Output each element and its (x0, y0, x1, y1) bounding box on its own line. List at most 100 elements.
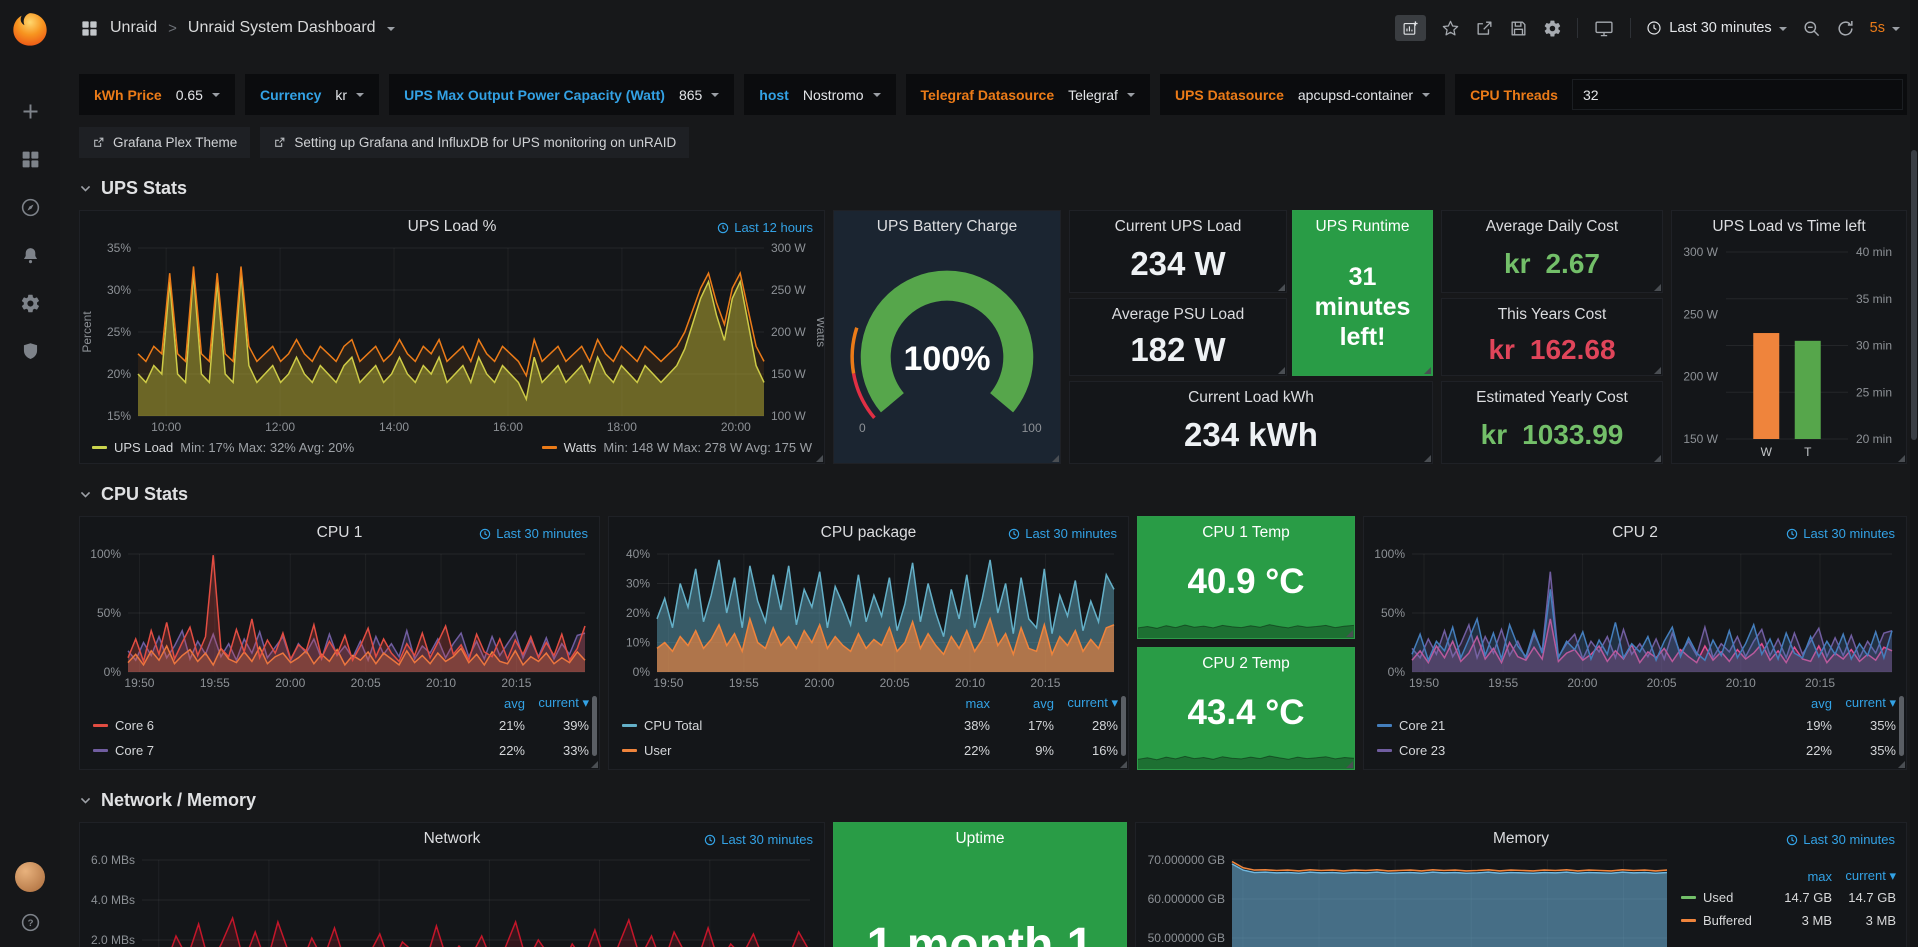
variable-kwh-price[interactable]: kWh Price 0.65 (79, 74, 235, 115)
cpu-package-chart[interactable]: 19:50 19:55 20:00 20:05 20:10 20:15 40% 30% 20% 1… (609, 548, 1128, 692)
legend-row[interactable]: Core 23 22% 35% (1377, 738, 1896, 763)
grafana-logo-icon[interactable] (10, 9, 50, 49)
legend-row[interactable]: Core 6 21% 39% (93, 713, 589, 738)
section-header-ups-stats[interactable]: UPS Stats (79, 175, 1907, 201)
panel-title[interactable]: Uptime (955, 830, 1005, 847)
variable-host[interactable]: host Nostromo (744, 74, 896, 115)
panel-title[interactable]: UPS Battery Charge (876, 218, 1018, 235)
legend-series-value: 16% (1091, 743, 1118, 758)
svg-text:20:05: 20:05 (351, 676, 381, 690)
save-button[interactable] (1509, 19, 1528, 38)
panel-time-range[interactable]: Last 30 minutes (1786, 832, 1895, 847)
legend-row[interactable]: Buffered 3 MB 3 MB (1681, 909, 1896, 932)
breadcrumb-dashboard[interactable]: Unraid System Dashboard (187, 19, 376, 36)
user-avatar[interactable] (15, 862, 45, 892)
apps-grid-icon[interactable] (80, 19, 99, 38)
panel-title[interactable]: Average Daily Cost (1485, 218, 1619, 235)
legend-series-name: Core 23 (1399, 743, 1446, 758)
legend-row[interactable]: CPU Total 38% 17% 28% (622, 713, 1118, 738)
section-header-cpu-stats[interactable]: CPU Stats (79, 481, 1907, 507)
add-panel-button[interactable] (1395, 15, 1427, 41)
legend-scrollbar[interactable] (592, 696, 597, 756)
cycle-view-monitor-button[interactable] (1593, 19, 1615, 38)
panel-title[interactable]: UPS Runtime (1315, 218, 1410, 235)
dashboard-settings-button[interactable] (1543, 19, 1562, 38)
memory-chart[interactable]: 19:5019:5520:0020:0520:1020:1570.000000 … (1136, 854, 1681, 947)
legend-scrollbar[interactable] (1121, 696, 1126, 756)
panel-title[interactable]: Current Load kWh (1188, 389, 1314, 406)
explore-compass-icon[interactable] (20, 197, 41, 218)
cpu1-chart[interactable]: 19:50 19:55 20:00 20:05 20:10 20:15 100% 50% 0% (80, 548, 599, 692)
panel-title[interactable]: Current UPS Load (1114, 218, 1242, 235)
legend-header: avg current ▾ (1377, 693, 1896, 713)
legend-row[interactable]: Core 7 22% 33% (93, 738, 589, 763)
cpu-package-legend: max avg current ▾ CPU Total 38% 17% 28% User 22%… (609, 692, 1128, 769)
legend-sort-avg[interactable]: avg (1811, 695, 1832, 711)
panel-title[interactable]: UPS Load % (407, 218, 497, 235)
panel-title[interactable]: CPU 2 (1612, 524, 1658, 541)
legend-item-ups-load[interactable]: UPS Load Min: 17% Max: 32% Avg: 20% (92, 440, 354, 455)
panel-title[interactable]: Average PSU Load (1111, 306, 1245, 323)
variable-value: 0.65 (176, 87, 220, 103)
legend-row[interactable]: User 22% 9% 16% (622, 738, 1118, 763)
stat-value: 1 month 1 (866, 919, 1094, 947)
panel-time-range[interactable]: Last 30 minutes (1786, 526, 1895, 541)
refresh-interval-picker[interactable]: 5s (1870, 20, 1900, 36)
panel-title[interactable]: CPU package (820, 524, 917, 541)
panel-title[interactable]: Estimated Yearly Cost (1476, 389, 1628, 406)
create-plus-icon[interactable] (20, 101, 41, 122)
section-header-network-memory[interactable]: Network / Memory (79, 787, 1907, 813)
help-icon[interactable]: ? (20, 912, 41, 933)
panel-title[interactable]: Memory (1493, 830, 1549, 847)
variable-telegraf-datasource[interactable]: Telegraf Datasource Telegraf (905, 74, 1150, 115)
svg-text:20:15: 20:15 (501, 676, 531, 690)
dashboard-link-ups-guide[interactable]: Setting up Grafana and InfluxDB for UPS … (260, 127, 690, 158)
panel-time-range[interactable]: Last 30 minutes (704, 832, 813, 847)
refresh-button[interactable] (1836, 19, 1855, 38)
variable-currency[interactable]: Currency kr (244, 74, 380, 115)
panel-time-range[interactable]: Last 12 hours (717, 220, 813, 235)
battery-charge-gauge[interactable]: 050100100% (841, 254, 1053, 452)
breadcrumb-product[interactable]: Unraid (110, 19, 158, 36)
configuration-gear-icon[interactable] (20, 293, 41, 314)
legend-sort-avg[interactable]: avg (504, 695, 525, 711)
panel-time-range[interactable]: Last 30 minutes (1008, 526, 1117, 541)
zoom-out-button[interactable] (1802, 19, 1821, 38)
time-range-picker[interactable]: Last 30 minutes (1646, 20, 1787, 36)
variable-ups-max-output[interactable]: UPS Max Output Power Capacity (Watt) 865 (389, 74, 735, 115)
page-scrollbar-thumb[interactable] (1911, 150, 1917, 440)
legend-sort-current[interactable]: current ▾ (1845, 695, 1896, 710)
ups-load-vs-time-chart[interactable]: 40 min 35 min 30 min 25 min 20 min 300 W 250 W… (1672, 242, 1906, 463)
alerting-bell-icon[interactable] (20, 245, 41, 266)
dashboards-icon[interactable] (20, 149, 41, 170)
legend-sort-max[interactable]: max (965, 695, 990, 711)
cpu-threads-input[interactable] (1571, 79, 1903, 110)
panel-title[interactable]: This Years Cost (1497, 306, 1607, 323)
legend-sort-current[interactable]: current ▾ (538, 695, 589, 710)
cpu2-chart[interactable]: 19:50 19:55 20:00 20:05 20:10 20:15 100% 50% 0% (1364, 548, 1906, 692)
legend-row[interactable]: Core 21 19% 35% (1377, 713, 1896, 738)
legend-sort-current[interactable]: current ▾ (1067, 695, 1118, 710)
panel-title[interactable]: Network (423, 830, 481, 847)
legend-item-watts[interactable]: Watts Min: 148 W Max: 278 W Avg: 175 W (541, 440, 812, 455)
panel-time-range[interactable]: Last 30 minutes (479, 526, 588, 541)
legend-scrollbar[interactable] (1899, 696, 1904, 756)
share-button[interactable] (1475, 19, 1494, 38)
legend-sort-current[interactable]: current ▾ (1845, 868, 1896, 883)
svg-text:150 W: 150 W (1683, 432, 1718, 446)
legend-sort-max[interactable]: max (1807, 868, 1832, 884)
variable-ups-datasource[interactable]: UPS Datasource apcupsd-container (1159, 74, 1446, 115)
legend-row[interactable]: Used 14.7 GB 14.7 GB (1681, 886, 1896, 909)
legend-sort-avg[interactable]: avg (1033, 695, 1054, 711)
star-button[interactable] (1441, 19, 1460, 38)
panel-title[interactable]: CPU 2 Temp (1202, 655, 1290, 672)
panel-title[interactable]: CPU 1 Temp (1202, 524, 1290, 541)
currency-prefix: kr (1480, 419, 1508, 450)
panel-title[interactable]: UPS Load vs Time left (1712, 218, 1866, 235)
ups-load-chart[interactable]: 10:00 12:00 14:00 16:00 18:00 20:00 35% 30% 25% 2… (80, 242, 824, 436)
panel-title[interactable]: CPU 1 (316, 524, 363, 541)
server-admin-shield-icon[interactable] (20, 341, 41, 362)
dashboard-link-plex-theme[interactable]: Grafana Plex Theme (79, 127, 251, 158)
chevron-down-icon[interactable] (386, 26, 395, 35)
